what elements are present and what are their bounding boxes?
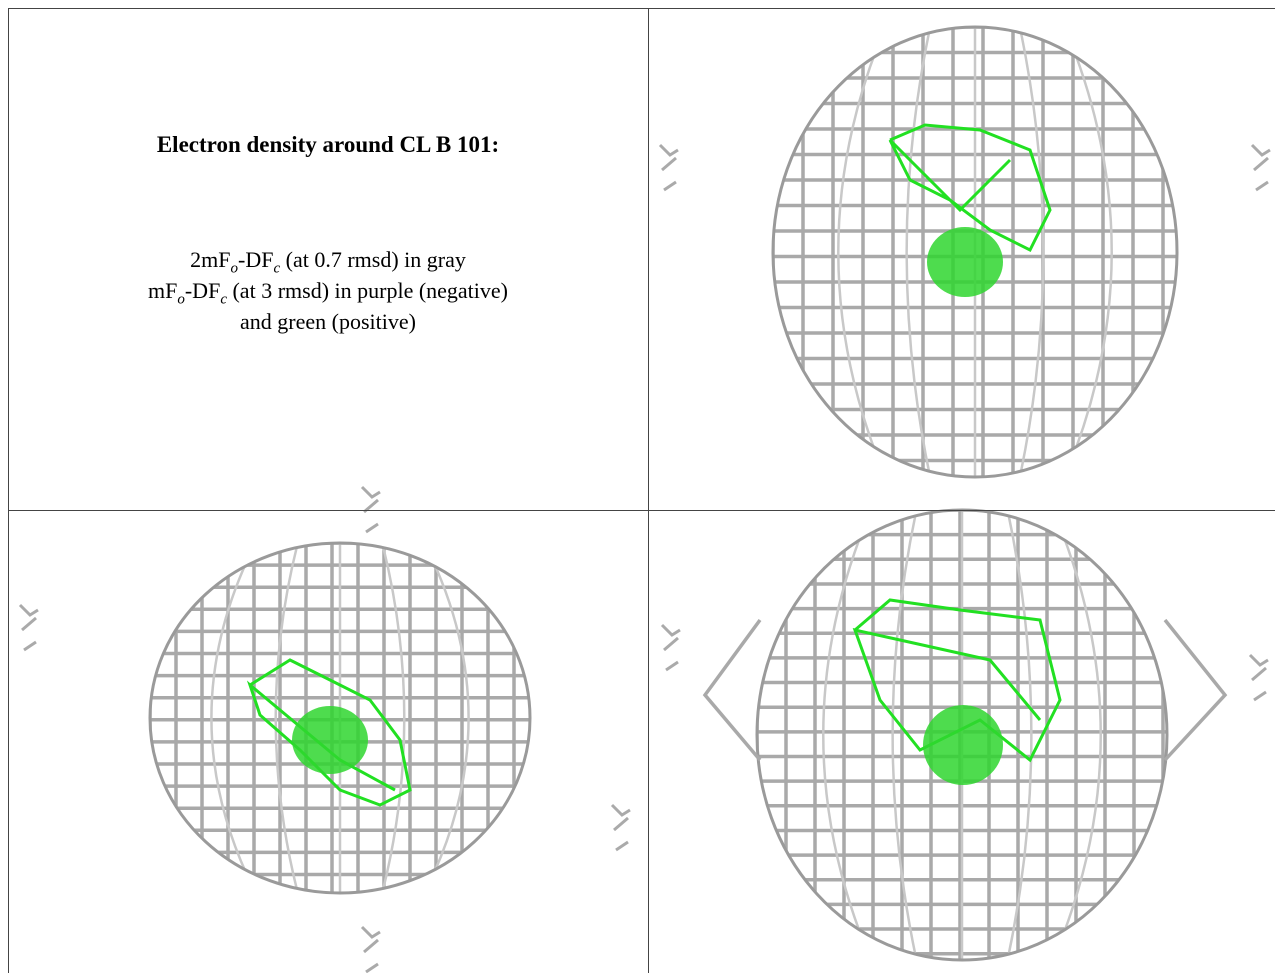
mesh-curve — [905, 27, 932, 477]
subscript: c — [273, 260, 281, 277]
mesh-fragment — [658, 143, 679, 192]
difference-density-blob — [292, 706, 368, 774]
legend-line: 2mFo-DFc (at 0.7 rmsd) in gray — [8, 244, 648, 277]
subscript: o — [177, 291, 185, 308]
cell-divider — [648, 8, 649, 973]
mesh-curve — [1153, 27, 1177, 477]
mesh-fragment — [1248, 653, 1269, 702]
subscript: c — [220, 291, 227, 308]
mesh-fragment — [660, 623, 681, 672]
mesh-curve — [1051, 510, 1102, 960]
mesh-curve — [381, 543, 406, 893]
mesh-curve — [1143, 510, 1167, 960]
text: -DF — [238, 247, 274, 272]
mesh-curve — [757, 510, 781, 960]
legend-line: and green (positive) — [240, 309, 416, 334]
mesh-lobe — [702, 618, 762, 762]
mesh-lobe — [1163, 618, 1228, 762]
mesh-curve — [822, 510, 873, 960]
mesh-fragment — [610, 803, 631, 852]
difference-density-mesh — [852, 598, 1062, 763]
difference-density-mesh — [246, 658, 412, 807]
mesh-outline — [148, 541, 532, 895]
legend-line: mFo-DFc (at 3 rmsd) in purple (negative) — [8, 275, 648, 308]
mesh-fragment — [1250, 143, 1271, 192]
mesh-curve — [773, 27, 797, 477]
mesh-curve — [423, 543, 470, 893]
subscript: o — [230, 260, 239, 277]
panel-title: Electron density around CL B 101: — [156, 132, 500, 157]
mesh-curve — [1063, 27, 1113, 477]
difference-density-mesh — [888, 123, 1052, 253]
text: (at 3 rmsd) in purple (negative) — [226, 278, 508, 303]
text: 2mF — [190, 247, 231, 272]
figure-frame — [8, 8, 1275, 973]
mesh-curve — [1006, 510, 1033, 960]
text: -DF — [184, 278, 221, 303]
cell-divider — [8, 510, 1275, 511]
mesh-curve — [150, 543, 172, 893]
mesh-curve — [274, 543, 299, 893]
mesh-curve — [1018, 27, 1045, 477]
difference-density-blob — [923, 705, 1003, 785]
mesh-fragment — [18, 603, 39, 652]
text: (at 0.7 rmsd) in gray — [280, 247, 466, 272]
difference-density-blob — [927, 227, 1003, 297]
mesh-curve — [837, 27, 887, 477]
text: mF — [148, 278, 178, 303]
mesh-curve — [210, 543, 257, 893]
mesh-curve — [891, 510, 918, 960]
mesh-fragment — [360, 925, 381, 973]
legend-text: 2mFo-DFc (at 0.7 rmsd) in gray mFo-DFc (… — [8, 244, 648, 337]
mesh-outline — [771, 25, 1179, 479]
mesh-curve — [508, 543, 530, 893]
